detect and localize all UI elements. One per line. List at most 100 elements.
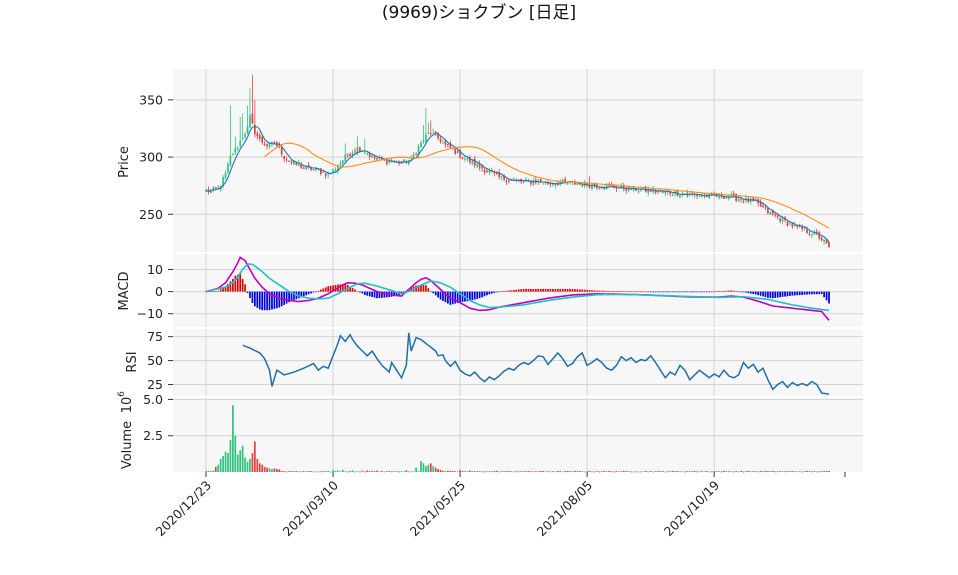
price-panel: [173, 69, 863, 252]
volume-bar: [640, 471, 642, 473]
macd-hist-bar: [544, 288, 547, 292]
macd-hist-bar: [522, 288, 525, 292]
volume-bar: [559, 470, 562, 472]
candle-body: [285, 159, 288, 161]
volume-bar: [405, 470, 408, 472]
macd-hist-bar: [371, 291, 373, 297]
macd-hist-bar: [305, 291, 308, 296]
macd-hist-bar: [447, 291, 449, 304]
volume-bar: [637, 471, 640, 473]
candle-body: [720, 195, 723, 198]
candle-body: [261, 136, 264, 143]
macd-hist-bar: [688, 291, 691, 293]
candle-body: [251, 113, 254, 124]
macd-hist-bar: [745, 291, 747, 293]
candle-body: [339, 163, 342, 166]
macd-hist-bar: [813, 291, 816, 295]
chart-title: (9969)ショクブン [日足]: [382, 2, 576, 23]
macd-hist-bar: [481, 291, 483, 298]
macd-hist-bar: [403, 291, 405, 293]
volume-bar: [241, 445, 244, 472]
macd-hist-bar: [547, 288, 549, 292]
volume-bar: [244, 457, 246, 472]
candle-body: [454, 149, 457, 154]
macd-hist-bar: [793, 291, 796, 296]
macd-hist-bar: [603, 290, 606, 292]
volume-bar: [701, 471, 703, 473]
macd-hist-bar: [674, 291, 676, 293]
volume-bar: [444, 471, 447, 473]
volume-bar: [564, 471, 566, 472]
volume-bar: [273, 468, 276, 472]
candle-body: [469, 156, 471, 163]
candle-body: [236, 147, 239, 149]
volume-bar: [263, 466, 266, 472]
volume-bar: [236, 454, 239, 472]
macd-hist-bar: [747, 291, 750, 294]
candle-body: [737, 198, 740, 202]
volume-bar: [388, 470, 391, 472]
candle-body: [451, 148, 454, 150]
macd-hist-bar: [815, 291, 818, 295]
volume-bar: [796, 471, 799, 473]
candle-body: [671, 194, 674, 196]
volume-bar: [464, 471, 466, 473]
volume-bar: [676, 471, 679, 472]
macd-hist-bar: [422, 285, 425, 292]
volume-bar: [674, 471, 676, 472]
volume-bar: [451, 470, 454, 472]
volume-bar: [522, 471, 525, 472]
macd-hist-bar: [420, 284, 422, 292]
volume-bar: [544, 471, 547, 473]
macd-hist-bar: [329, 285, 332, 292]
volume-bar: [530, 471, 532, 473]
macd-hist-bar: [622, 291, 625, 292]
macd-hist-bar: [427, 288, 430, 292]
macd-hist-bar: [469, 291, 471, 301]
macd-hist-bar: [210, 291, 212, 292]
macd-hist-bar: [718, 291, 720, 292]
y-tick-label: 10: [147, 262, 163, 277]
macd-hist-bar: [434, 291, 437, 296]
volume-bar: [823, 470, 825, 472]
candle-body: [297, 164, 300, 167]
candle-body: [508, 180, 510, 182]
candle-body: [539, 179, 542, 183]
macd-hist-bar: [368, 291, 371, 297]
macd-hist-bar: [605, 290, 608, 292]
macd-hist-bar: [273, 291, 276, 309]
macd-hist-bar: [356, 291, 359, 293]
volume-bar: [732, 471, 735, 473]
candle-body: [662, 191, 664, 193]
volume-bar: [691, 471, 694, 473]
macd-hist-bar: [796, 291, 799, 296]
macd-hist-bar: [393, 291, 395, 297]
volume-bar: [591, 471, 593, 473]
volume-bar: [759, 470, 762, 472]
volume-bar: [395, 471, 398, 472]
candle-body: [725, 197, 728, 199]
sma-long-line: [264, 142, 830, 229]
volume-bar: [684, 471, 686, 473]
candle-body: [478, 163, 481, 168]
volume-bar: [723, 470, 725, 472]
candle-body: [679, 195, 681, 198]
volume-bar: [801, 471, 803, 473]
volume-bar: [425, 466, 427, 472]
volume-bar: [747, 470, 750, 472]
candle-body: [293, 161, 295, 165]
volume-bars: [205, 405, 830, 473]
candle-body: [256, 133, 259, 137]
candle-body: [302, 167, 305, 169]
price-axis-label: Price: [117, 146, 132, 178]
volume-bar: [476, 470, 479, 472]
candle-body: [312, 169, 315, 171]
macd-hist-bar: [774, 291, 777, 298]
macd-hist-bar: [586, 289, 588, 292]
candle-body: [258, 135, 261, 139]
volume-bar: [769, 470, 772, 472]
volume-bar: [403, 471, 405, 473]
macd-hist-bar: [593, 290, 596, 292]
macd-hist-bar: [361, 291, 364, 294]
volume-bar: [764, 471, 767, 472]
